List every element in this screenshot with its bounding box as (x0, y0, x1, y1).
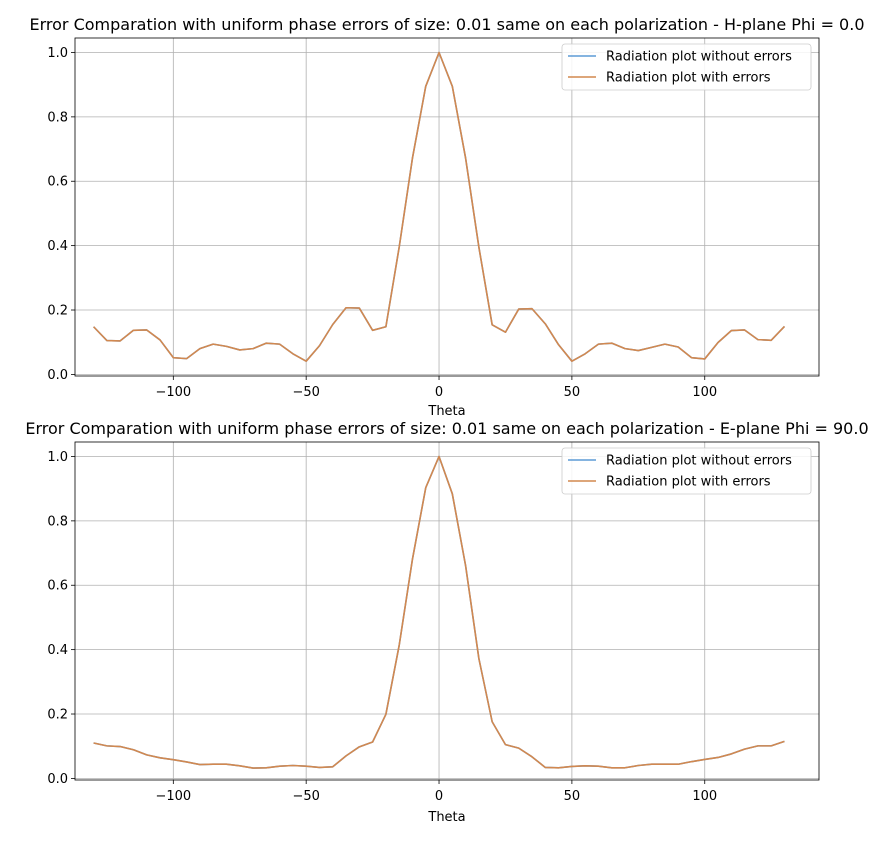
y-tick-label: 0.2 (47, 304, 68, 319)
x-tick-label: 0 (435, 789, 443, 804)
x-tick-label: −50 (292, 789, 319, 804)
x-tick-label: 50 (564, 789, 581, 804)
chart-e-plane: Error Comparation with uniform phase err… (25, 419, 868, 825)
y-tick-label: 0.2 (47, 708, 68, 723)
x-tick-label: 0 (435, 385, 443, 400)
y-tick-label: 0.4 (47, 643, 68, 658)
legend-box (561, 447, 812, 495)
x-tick-label: 50 (564, 385, 581, 400)
legend-label: Radiation plot with errors (606, 71, 771, 86)
legend-label: Radiation plot without errors (606, 454, 792, 469)
y-tick-label: 1.0 (47, 46, 68, 61)
y-tick-label: 0.4 (47, 239, 68, 254)
axes-frame (74, 37, 820, 377)
legend-label: Radiation plot without errors (606, 50, 792, 65)
y-tick-label: 0.0 (47, 772, 68, 787)
y-tick-label: 0.0 (47, 368, 68, 383)
chart-title: Error Comparation with uniform phase err… (25, 419, 868, 438)
y-tick-label: 0.6 (47, 579, 68, 594)
x-tick-label: −100 (155, 789, 191, 804)
y-tick-label: 0.6 (47, 175, 68, 190)
series-line-with-errors (93, 51, 786, 362)
x-tick-label: 100 (692, 385, 717, 400)
y-tick-label: 0.8 (47, 110, 68, 125)
axes-frame (74, 441, 820, 781)
series-line-with-errors (93, 455, 785, 769)
x-axis-label: Theta (427, 404, 465, 419)
x-tick-label: 100 (692, 789, 717, 804)
x-tick-label: −50 (292, 385, 319, 400)
chart-h-plane: Error Comparation with uniform phase err… (30, 15, 865, 419)
x-tick-label: −100 (155, 385, 191, 400)
y-tick-label: 0.8 (47, 514, 68, 529)
chart-title: Error Comparation with uniform phase err… (30, 15, 865, 34)
x-axis-label: Theta (427, 810, 465, 825)
legend-label: Radiation plot with errors (606, 475, 771, 490)
y-tick-label: 1.0 (47, 450, 68, 465)
legend-box (561, 43, 812, 91)
